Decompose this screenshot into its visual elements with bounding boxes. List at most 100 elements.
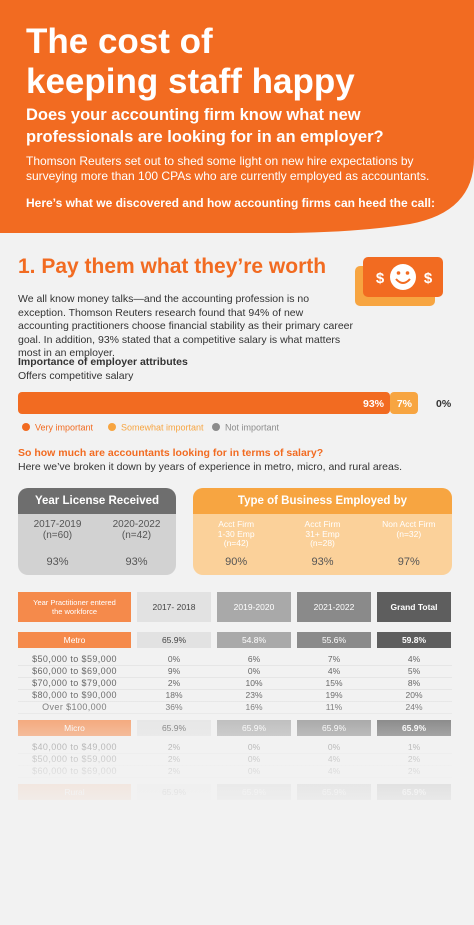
group-value: 65.9% [137, 720, 211, 736]
header-cell: 2019-2020 [217, 592, 291, 622]
group-row: Rural 65.9% 65.9% 65.9% 65.9% [18, 784, 452, 800]
data-row: $60,000 to $69,000 2% 0% 4% 2% [18, 766, 452, 778]
group-value: 54.8% [217, 632, 291, 648]
data-cell: 10% [245, 678, 263, 688]
label-line: Acct Firm [218, 519, 255, 529]
group-value: 65.9% [377, 720, 451, 736]
smiley-eye [405, 271, 410, 275]
label-line: (n=42) [223, 538, 249, 548]
column-label: Acct Firm 1-30 Emp (n=42) [193, 519, 279, 550]
bar-segment [18, 392, 390, 414]
value-label: 7% [397, 398, 413, 410]
data-cell: 2% [167, 678, 181, 688]
note: Here we’ve broken it down by years of ex… [18, 461, 403, 473]
section-body: We all know money talks—and the accounti… [18, 293, 353, 359]
data-cell: 8% [407, 678, 421, 688]
data-cell: 5% [407, 666, 421, 676]
column-value: 93% [46, 556, 69, 568]
column-value: 93% [125, 556, 148, 568]
money-icon: $ $ [355, 257, 443, 306]
label-line: (n=28) [310, 538, 335, 548]
bar-segment [390, 392, 418, 414]
group-value: 55.6% [297, 632, 371, 648]
smiley-eye [396, 271, 401, 275]
data-cell: 0% [327, 742, 341, 752]
card-title: Year License Received [18, 488, 176, 514]
legend-swatch [212, 423, 220, 431]
column-label: Acct Firm 31+ Emp (n=28) [279, 519, 365, 550]
label-line: Acct Firm [304, 519, 341, 529]
data-cell: 2% [407, 754, 421, 764]
data-row: $70,000 to $79,000 2% 10% 15% 8% [18, 678, 452, 690]
section-heading: 1. Pay them what they’re worth [18, 255, 327, 278]
legend-label: Very important [35, 423, 94, 433]
data-cell: 0% [247, 754, 261, 764]
label-line: 1-30 Emp [217, 528, 255, 539]
subtitle: Does your accounting firm know what new … [26, 106, 384, 146]
data-cell: 0% [247, 766, 261, 776]
data-cell: 18% [165, 690, 183, 700]
header-cell: Grand Total [377, 592, 451, 622]
card-columns: Acct Firm 1-30 Emp (n=42) 90% Acct Firm 31+ E… [193, 514, 452, 575]
card-column: Acct Firm 31+ Emp (n=28) 93% [279, 514, 365, 575]
column-label: Non Acct Firm (n=32) [366, 519, 452, 550]
card-column: 2020-2022 (n=42) 93% [97, 514, 176, 575]
intro: Thomson Reuters set out to shed some lig… [26, 154, 430, 183]
salary-table: Year Practitioner entered the workforce 2… [18, 592, 452, 812]
data-row: $50,000 to $59,000 0% 6% 7% 4% [18, 654, 452, 666]
group-value: 65.9% [217, 784, 291, 800]
data-row: $60,000 to $69,000 9% 0% 4% 5% [18, 666, 452, 678]
data-cell: 0% [247, 666, 261, 676]
data-row: Over $100,000 36% 16% 11% 24% [18, 702, 452, 714]
value-label: 93% [363, 398, 385, 410]
data-cell: 2% [167, 766, 181, 776]
label-line: 31+ Emp [305, 528, 340, 539]
data-cell: 4% [327, 666, 341, 676]
group-label: Micro [18, 720, 131, 736]
dollar-sign: $ [424, 270, 433, 287]
data-cell: 1% [407, 742, 421, 752]
column-value: 97% [397, 556, 420, 568]
row-label: $60,000 to $69,000 [32, 766, 117, 776]
legend-label: Not important [225, 423, 280, 433]
label-line: (n=42) [121, 529, 152, 541]
chart-category: Offers competitive salary [18, 370, 134, 382]
column-label: 2020-2022 (n=42) [97, 519, 176, 550]
row-label: Over $100,000 [42, 702, 107, 712]
table-header: Year Practitioner entered the workforce 2… [18, 592, 452, 622]
group-value: 65.9% [137, 632, 211, 648]
data-cell: 36% [165, 702, 183, 712]
data-cell: 2% [167, 742, 181, 752]
column-label: 2017-2019 (n=60) [18, 519, 97, 550]
data-cell: 4% [327, 766, 341, 776]
row-label: $50,000 to $59,000 [32, 654, 117, 664]
group-value: 59.8% [377, 632, 451, 648]
data-cell: 15% [325, 678, 343, 688]
label-line: 2017-2019 [33, 519, 82, 530]
group-label: Rural [18, 784, 131, 800]
group-value: 65.9% [217, 720, 291, 736]
card: Year License Received 2017-2019 (n=60) 93% 2… [18, 488, 176, 575]
data-cell: 6% [247, 654, 261, 664]
group-value: 65.9% [297, 784, 371, 800]
group-row: Micro 65.9% 65.9% 65.9% 65.9% [18, 720, 452, 736]
group-value: 65.9% [297, 720, 371, 736]
title-line: keeping staff happy [26, 62, 355, 101]
data-cell: 20% [405, 690, 423, 700]
row-label: $60,000 to $69,000 [32, 666, 117, 676]
data-cell: 7% [327, 654, 341, 664]
label-line: (n=60) [42, 529, 73, 541]
group-label: Metro [18, 632, 131, 648]
smiley [390, 264, 416, 290]
group-value: 65.9% [377, 784, 451, 800]
card-columns: 2017-2019 (n=60) 93% 2020-2022 (n=42) 93% [18, 514, 176, 575]
group-gap [18, 806, 452, 812]
title-line: The cost of [26, 22, 213, 61]
card-column: Non Acct Firm (n=32) 97% [366, 514, 452, 575]
header-band [0, 0, 474, 233]
chart-title: Importance of employer attributes [18, 356, 188, 368]
data-cell: 19% [325, 690, 343, 700]
smiley-mouth [395, 278, 411, 284]
